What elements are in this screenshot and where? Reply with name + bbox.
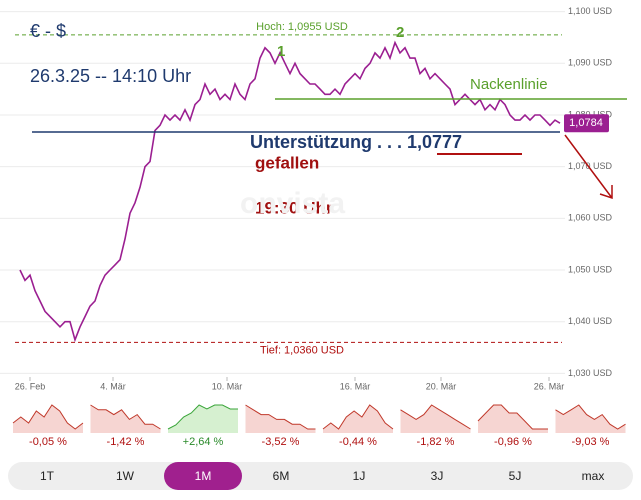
tile-area: [90, 405, 161, 433]
neckline-label: Nackenlinie: [470, 76, 548, 93]
tile-change: -0,44 %: [339, 436, 377, 448]
tile-change: -9,03 %: [572, 436, 610, 448]
tile-area: [478, 405, 548, 433]
button-label: 1M: [195, 469, 212, 483]
y-tick-label: 1,040 USD: [568, 316, 613, 326]
down-arrow: [564, 134, 613, 200]
y-tick-label: 1,100 USD: [568, 6, 613, 16]
support-label: Unterstützung . . . 1,0777: [250, 132, 462, 152]
period-button[interactable]: 1M: [164, 462, 242, 490]
active-button-bg: [164, 462, 242, 490]
button-label: 3J: [431, 469, 444, 483]
tile-area: [323, 405, 393, 433]
y-tick-label: 1,050 USD: [568, 264, 613, 274]
tile-change: -1,42 %: [107, 436, 145, 448]
high-label: Hoch: 1,0955 USD: [256, 21, 348, 33]
y-tick-label: 1,070 USD: [568, 161, 613, 171]
tile-change: -1,82 %: [417, 436, 455, 448]
peak-label: 2: [396, 24, 404, 41]
button-label: max: [582, 469, 605, 483]
tile-change: -0,96 %: [494, 436, 532, 448]
tile-sparkline: [12, 404, 84, 430]
y-tick-label: 1,030 USD: [568, 368, 613, 378]
tile-change: -0,05 %: [29, 436, 67, 448]
tile-change: -3,52 %: [262, 436, 300, 448]
x-tick-label: 10. Mär: [212, 381, 243, 391]
button-label: 1W: [116, 469, 135, 483]
pair-label: € - $: [30, 21, 66, 41]
tile-area: [13, 405, 83, 433]
period-button[interactable]: 6M: [273, 469, 290, 483]
tile-sparkline: [245, 404, 316, 430]
button-label: 1T: [40, 469, 55, 483]
period-button[interactable]: 5J: [509, 469, 522, 483]
tile-sparkline: [477, 404, 548, 430]
timestamp: 26.3.25 -- 14:10 Uhr: [30, 66, 191, 86]
period-button[interactable]: 1T: [40, 469, 55, 483]
period-button[interactable]: max: [582, 469, 605, 483]
fallen-label: gefallen: [255, 153, 319, 172]
tile-sparkline: [400, 404, 471, 430]
period-button[interactable]: 1J: [353, 469, 366, 483]
time-label: 19:30 Uhr: [255, 198, 333, 217]
tile-change: +2,64 %: [183, 436, 224, 448]
peak-label: 1: [277, 43, 285, 60]
period-button[interactable]: 3J: [431, 469, 444, 483]
tile-area: [555, 405, 626, 433]
chart-area: 1,030 USD 1,040 USD 1,050 USD 1,060 USD 1,07…: [0, 6, 633, 490]
y-tick-label: 1,060 USD: [568, 213, 613, 223]
period-button[interactable]: 1W: [116, 469, 135, 483]
tile-area: [245, 405, 316, 433]
last-price-label: 1,0784: [569, 117, 603, 129]
tile-area: [168, 405, 238, 433]
low-label: Tief: 1,0360 USD: [260, 344, 344, 356]
x-tick-label: 26. Mär: [534, 381, 565, 391]
button-label: 1J: [353, 469, 366, 483]
tile-sparkline: [90, 404, 161, 430]
last-price-tag: [564, 114, 609, 133]
button-label: 6M: [273, 469, 290, 483]
button-bar: [8, 462, 633, 490]
tile-area: [400, 405, 471, 433]
x-tick-label: 16. Mär: [340, 381, 371, 391]
tile-sparkline: [167, 404, 238, 430]
x-tick-label: 26. Feb: [15, 381, 46, 391]
y-tick-label: 1,090 USD: [568, 58, 613, 68]
x-tick-label: 4. Mär: [100, 381, 126, 391]
tile-sparkline: [555, 404, 626, 430]
watermark: onvista: [240, 187, 345, 220]
tile-sparkline: [322, 404, 394, 430]
button-label: 5J: [509, 469, 522, 483]
x-tick-label: 20. Mär: [426, 381, 457, 391]
